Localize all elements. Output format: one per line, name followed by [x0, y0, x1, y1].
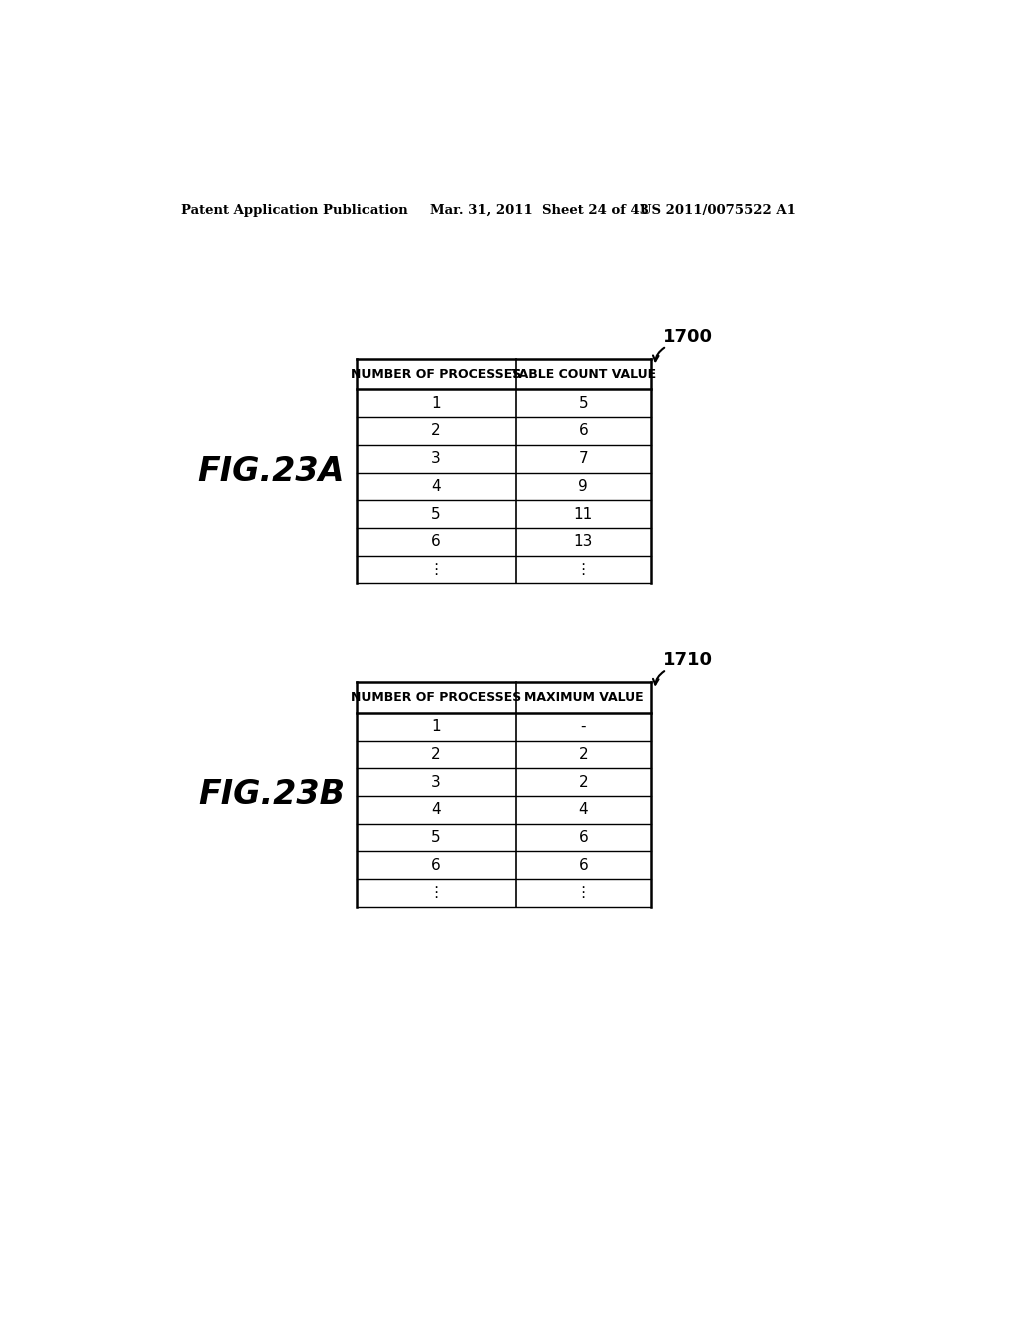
Text: FIG.23B: FIG.23B	[198, 777, 345, 810]
Text: Patent Application Publication: Patent Application Publication	[180, 205, 408, 218]
Text: ⋮: ⋮	[428, 562, 443, 577]
Text: 5: 5	[579, 396, 588, 411]
Text: MAXIMUM VALUE: MAXIMUM VALUE	[523, 690, 643, 704]
Text: 3: 3	[431, 775, 441, 789]
Text: TABLE COUNT VALUE: TABLE COUNT VALUE	[511, 367, 656, 380]
Text: ⋮: ⋮	[575, 562, 591, 577]
Text: NUMBER OF PROCESSES: NUMBER OF PROCESSES	[351, 690, 521, 704]
Text: 6: 6	[579, 858, 588, 873]
Text: 3: 3	[431, 451, 441, 466]
Text: 4: 4	[431, 479, 441, 494]
Text: 1: 1	[431, 396, 441, 411]
Text: NUMBER OF PROCESSES: NUMBER OF PROCESSES	[351, 367, 521, 380]
Text: 11: 11	[573, 507, 593, 521]
Text: 6: 6	[431, 858, 441, 873]
Text: 4: 4	[579, 803, 588, 817]
Text: 7: 7	[579, 451, 588, 466]
Text: 6: 6	[431, 535, 441, 549]
Text: 13: 13	[573, 535, 593, 549]
Text: 9: 9	[579, 479, 588, 494]
Text: 5: 5	[431, 830, 441, 845]
Text: 5: 5	[431, 507, 441, 521]
Text: 1: 1	[431, 719, 441, 734]
Text: US 2011/0075522 A1: US 2011/0075522 A1	[640, 205, 796, 218]
Text: 6: 6	[579, 830, 588, 845]
Text: 1710: 1710	[663, 652, 713, 669]
Text: 2: 2	[431, 747, 441, 762]
Text: 4: 4	[431, 803, 441, 817]
Text: 6: 6	[579, 424, 588, 438]
Text: -: -	[581, 719, 586, 734]
Text: ⋮: ⋮	[575, 886, 591, 900]
Text: 2: 2	[431, 424, 441, 438]
Text: ⋮: ⋮	[428, 886, 443, 900]
Text: Mar. 31, 2011  Sheet 24 of 43: Mar. 31, 2011 Sheet 24 of 43	[430, 205, 649, 218]
Text: 2: 2	[579, 775, 588, 789]
Text: FIG.23A: FIG.23A	[198, 454, 345, 487]
Text: 1700: 1700	[663, 329, 713, 346]
Text: 2: 2	[579, 747, 588, 762]
